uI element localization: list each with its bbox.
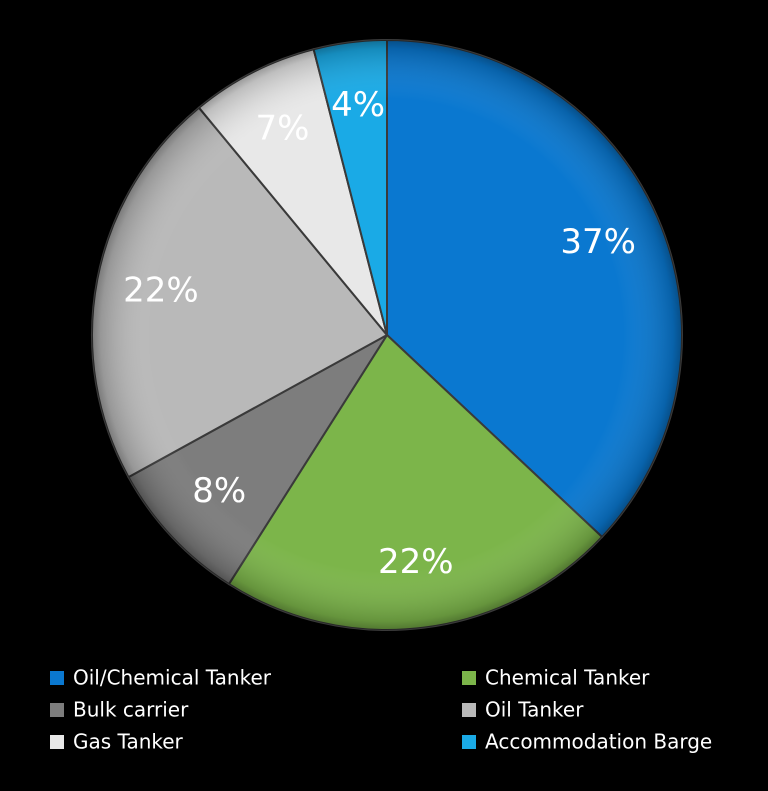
legend-label: Oil/Chemical Tanker xyxy=(73,666,272,690)
legend-swatch xyxy=(462,671,476,685)
data-label: 8% xyxy=(192,471,246,511)
legend-label: Gas Tanker xyxy=(73,730,184,754)
data-label: 22% xyxy=(378,542,454,582)
legend-label: Oil Tanker xyxy=(485,698,584,722)
legend-label: Chemical Tanker xyxy=(485,666,650,690)
data-label: 37% xyxy=(560,222,636,262)
legend-swatch xyxy=(50,703,64,717)
data-label: 22% xyxy=(123,270,199,310)
legend-swatch xyxy=(462,703,476,717)
data-labels: 37% 22% 8% 22% 7% 4% xyxy=(123,85,636,582)
data-label: 7% xyxy=(256,108,310,148)
legend-label: Accommodation Barge xyxy=(485,730,712,754)
legend-swatch xyxy=(50,735,64,749)
legend-swatch xyxy=(50,671,64,685)
data-label: 4% xyxy=(331,85,385,125)
legend-label: Bulk carrier xyxy=(73,698,189,722)
legend: Oil/Chemical Tanker Chemical Tanker Bulk c… xyxy=(50,666,712,754)
legend-swatch xyxy=(462,735,476,749)
